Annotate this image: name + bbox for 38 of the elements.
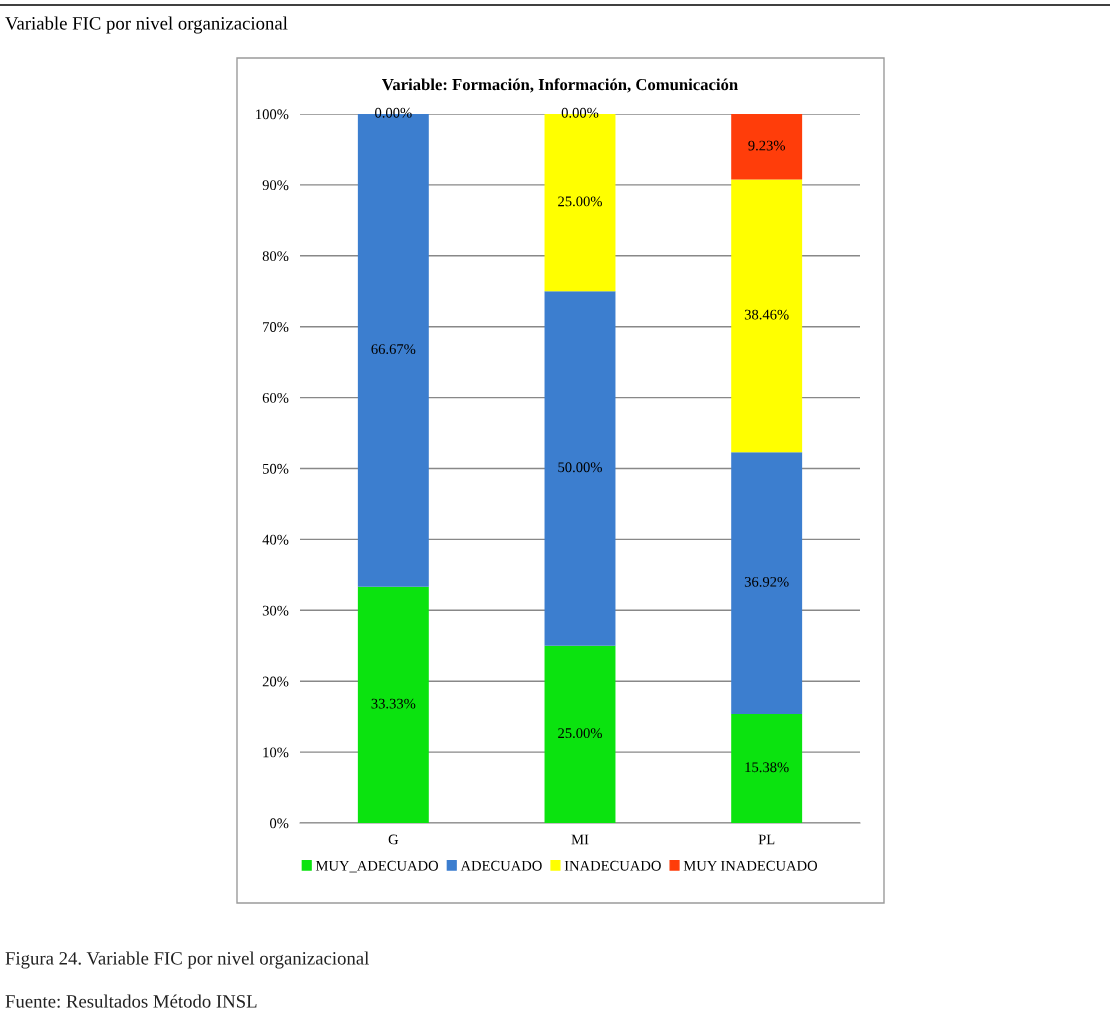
bar <box>731 114 803 180</box>
bar <box>731 452 803 714</box>
text: Variable FIC por nivel organizacional <box>5 16 288 34</box>
data-label: 15.38% <box>745 762 789 773</box>
y-tick-label: 40% <box>262 534 289 545</box>
legend-label: MUY_ADECUADO <box>315 860 439 873</box>
source-note: Fuente: Resultados Método INSL <box>5 994 257 1008</box>
data-label: 66.67% <box>371 344 416 355</box>
y-tick-label: 90% <box>262 180 289 191</box>
y-tick-label: 30% <box>262 605 289 616</box>
legend-label: ADECUADO <box>460 860 542 871</box>
chart-title: Variable: Formación, Información, Comunicación <box>382 78 738 93</box>
y-tick-label: 20% <box>262 676 289 687</box>
data-label: 50.00% <box>558 462 602 473</box>
y-tick-label: 0% <box>270 818 289 829</box>
y-tick-label: 100% <box>256 109 289 120</box>
data-label: 38.46% <box>744 309 789 320</box>
bar <box>544 291 616 646</box>
legend-label: MUY INADECUADO <box>683 860 818 871</box>
y-tick-label: 60% <box>262 392 289 403</box>
y-tick-label: 80% <box>262 251 289 262</box>
data-label: 25.00% <box>558 196 602 207</box>
legend-label: INADECUADO <box>564 860 661 871</box>
bar <box>731 713 803 823</box>
data-label: 9.23% <box>748 140 785 151</box>
bar <box>357 586 429 823</box>
x-tick-label: G <box>388 834 399 845</box>
text: Figura 24. Variable FIC por nivel organizacional <box>5 951 369 969</box>
data-label: 36.92% <box>744 576 789 587</box>
x-tick-label: MI <box>571 834 589 845</box>
data-label: 25.00% <box>558 728 602 739</box>
bar <box>544 645 616 823</box>
x-tick-label: PL <box>758 834 775 845</box>
data-label: 33.33% <box>371 698 416 709</box>
y-tick-label: 70% <box>263 322 289 332</box>
y-tick-label: 50% <box>263 463 289 474</box>
bar <box>731 179 803 453</box>
y-tick-label: 10% <box>263 747 289 758</box>
